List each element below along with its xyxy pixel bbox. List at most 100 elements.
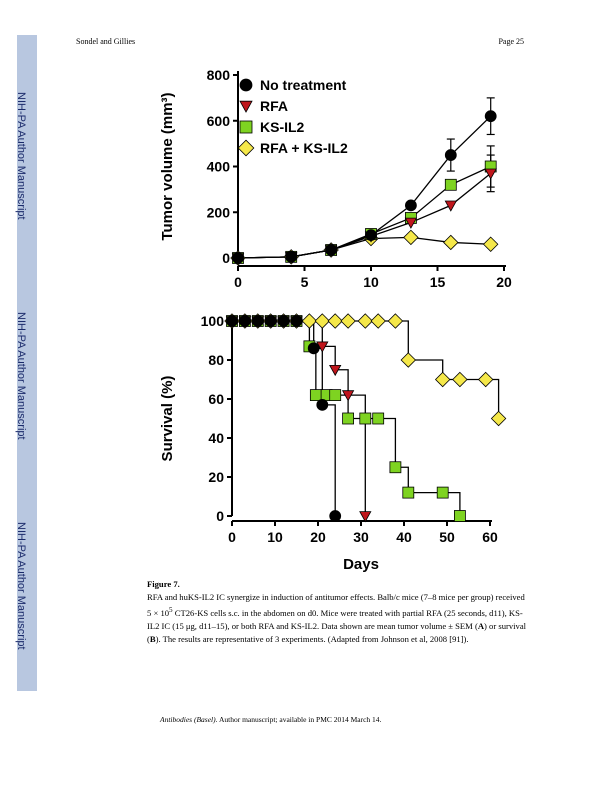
caption-bold-b: B [149, 633, 156, 644]
tumor-volume-chart: 0 200 400 600 800 0 5 10 15 20 Tumor volume (mm³) N… [159, 67, 512, 290]
point-rfa-ks-il2 [434, 371, 451, 388]
point-no-treatment [277, 315, 290, 327]
y-tick-label: 100 [201, 313, 225, 329]
point-rfa-ks-il2 [443, 234, 459, 251]
point-rfa-ks-il2 [490, 410, 507, 427]
y-tick-label: 20 [208, 469, 224, 485]
point-no-treatment [484, 110, 497, 123]
point-rfa-ks-il2 [314, 313, 331, 329]
legend-label-ks-il2: KS-IL2 [260, 119, 305, 135]
y-tick-label: 40 [208, 430, 224, 446]
point-rfa [404, 217, 418, 229]
x-tick-label: 10 [363, 274, 379, 290]
y-tick-label: 200 [207, 204, 231, 220]
footer-text: Author manuscript; available in PMC 2014… [217, 715, 382, 724]
point-ks-il2 [342, 412, 355, 425]
y-tick-label: 0 [222, 250, 230, 266]
y-axis-label: Tumor volume (mm³) [159, 92, 176, 240]
page-footer: Antibodies (Basel). Author manuscript; a… [160, 715, 381, 724]
y-tick-label: 400 [207, 159, 231, 175]
legend-marker-rfa-ks-il2 [237, 139, 255, 157]
point-rfa [341, 390, 355, 402]
point-no-treatment [264, 315, 277, 327]
point-no-treatment [404, 199, 417, 212]
x-tick-label: 20 [496, 274, 512, 290]
point-rfa-ks-il2 [403, 229, 419, 246]
point-ks-il2 [436, 486, 449, 499]
point-rfa-ks-il2 [357, 313, 374, 329]
point-no-treatment [444, 149, 457, 161]
point-rfa-ks-il2 [387, 313, 404, 329]
point-ks-il2 [309, 389, 322, 402]
x-axis-label: Days [343, 556, 379, 573]
point-ks-il2 [329, 389, 342, 402]
point-rfa-ks-il2 [327, 313, 343, 329]
point-no-treatment [329, 510, 342, 522]
caption-text-4: ). The results are representative of 3 e… [155, 633, 469, 644]
point-ks-il2 [372, 412, 385, 425]
x-tick-label: 60 [482, 529, 498, 545]
x-tick-label: 50 [439, 529, 455, 545]
running-header-authors: Sondel and Gillies [76, 37, 136, 46]
point-no-treatment [238, 315, 251, 327]
point-no-treatment [316, 398, 329, 411]
y-tick-label: 800 [207, 67, 231, 83]
point-rfa-ks-il2 [370, 313, 386, 329]
caption-text-2: CT26-KS cells s.c. in the abdomen on d0.… [147, 607, 523, 631]
point-no-treatment [232, 252, 244, 264]
point-rfa-ks-il2 [340, 313, 356, 329]
x-tick-label: 15 [430, 274, 446, 290]
point-rfa [484, 168, 497, 180]
point-no-treatment [365, 229, 377, 242]
caption-text-1: RFA and huKS-IL2 IC synergize in inducti… [147, 592, 525, 618]
point-no-treatment [251, 315, 264, 327]
point-rfa [444, 200, 457, 212]
legend-label-rfa-ks-il2: RFA + KS-IL2 [260, 140, 348, 156]
point-no-treatment [307, 342, 320, 355]
point-ks-il2 [359, 412, 372, 425]
sidebar-stripe [17, 35, 37, 691]
x-tick-label: 40 [396, 529, 412, 545]
point-rfa-ks-il2 [452, 371, 468, 388]
legend-marker-ks-il2 [239, 120, 253, 134]
legend-marker-no-treatment [239, 78, 253, 92]
point-ks-il2 [444, 178, 457, 191]
point-rfa-ks-il2 [301, 313, 318, 329]
point-rfa [316, 341, 329, 353]
x-tick-label: 30 [353, 529, 369, 545]
caption-sup: 5 [169, 606, 173, 614]
point-rfa-ks-il2 [477, 371, 494, 388]
caption-text-3: ) or survival ( [147, 620, 527, 644]
point-rfa [359, 511, 372, 523]
figure-label: Figure 7. [147, 579, 180, 589]
y-tick-label: 600 [207, 113, 231, 129]
x-tick-label: 0 [234, 274, 242, 290]
figure-caption: Figure 7. RFA and huKS-IL2 IC synergize … [147, 578, 527, 646]
survival-chart: 0 20 40 60 80 100 0 10 20 30 40 50 60 Survival (%) Day… [159, 313, 507, 573]
footer-journal: Antibodies (Basel). [160, 715, 218, 724]
x-tick-label: 20 [310, 529, 326, 545]
series-line-no-treatment [232, 320, 336, 516]
legend-label-rfa: RFA [260, 98, 288, 114]
point-ks-il2 [402, 486, 415, 499]
point-rfa-ks-il2 [482, 236, 499, 252]
point-no-treatment [226, 315, 238, 327]
point-no-treatment [290, 315, 303, 327]
point-rfa [329, 364, 342, 377]
point-no-treatment [285, 250, 298, 263]
y-tick-label: 80 [208, 352, 224, 368]
y-axis-label: Survival (%) [159, 376, 176, 462]
page-number: Page 25 [498, 37, 524, 46]
x-tick-label: 5 [301, 274, 309, 290]
point-ks-il2 [453, 510, 466, 522]
point-rfa-ks-il2 [400, 352, 417, 368]
point-ks-il2 [389, 461, 402, 474]
legend-marker-rfa [239, 100, 253, 113]
caption-bold-a: A [477, 620, 485, 631]
x-tick-label: 0 [228, 529, 236, 545]
point-no-treatment [325, 244, 338, 256]
y-tick-label: 0 [216, 508, 224, 524]
y-tick-label: 60 [208, 391, 224, 407]
x-tick-label: 10 [267, 529, 283, 545]
